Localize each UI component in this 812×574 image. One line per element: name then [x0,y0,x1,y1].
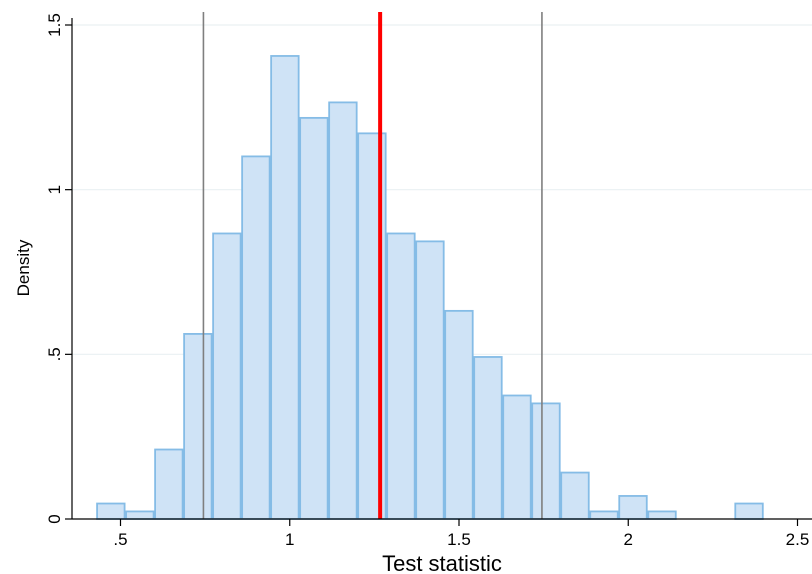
histogram-bar [328,101,358,520]
histogram-bar [386,232,416,520]
x-axis-title: Test statistic [382,551,502,574]
reference-lines [202,12,543,519]
histogram-bar [444,309,474,520]
histogram-bar [415,240,445,520]
x-tick-label: 1 [285,530,294,549]
histogram-bar [270,55,300,520]
x-tick-label: .5 [113,530,127,549]
histogram-bar [299,116,329,520]
histogram-bar [647,510,677,520]
histogram-bar [589,510,619,520]
histogram-bar [618,495,648,520]
histogram-bar [531,402,561,520]
y-tick-label: 0 [45,514,64,523]
x-tick-label: 2.5 [786,530,810,549]
y-tick-label: 1 [45,185,64,194]
x-tick-label: 2 [624,530,633,549]
histogram-bar [734,502,764,520]
histogram-bar [502,394,532,520]
histogram-bar [96,502,126,520]
x-axis-ticks: .5 1 1.5 2 2.5 [113,519,809,549]
histogram-bars [96,55,764,520]
y-tick-label: .5 [45,347,64,361]
axes [71,18,812,520]
histogram-bar [212,232,242,520]
histogram-bar [183,333,213,520]
histogram-bar [473,356,503,520]
histogram-bar [125,510,155,520]
y-axis-title: Density [14,239,33,296]
y-axis-ticks: 0 .5 1 1.5 [45,13,72,524]
y-tick-label: 1.5 [45,13,64,37]
x-tick-label: 1.5 [447,530,471,549]
histogram-bar [154,448,184,520]
histogram-bar [241,155,271,520]
histogram-bar [560,471,590,520]
